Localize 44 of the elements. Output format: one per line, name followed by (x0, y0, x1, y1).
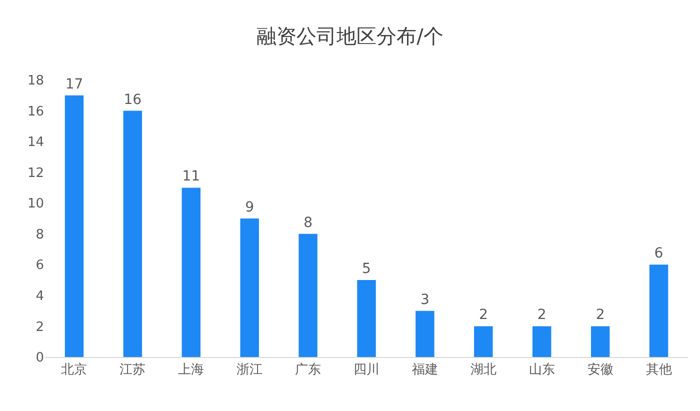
bar (357, 280, 376, 357)
data-label: 8 (304, 214, 313, 231)
y-tick-label: 14 (27, 135, 44, 150)
y-tick-label: 0 (36, 350, 44, 366)
data-label: 2 (596, 307, 605, 324)
x-tick-label: 上海 (178, 362, 204, 378)
bar (590, 326, 610, 357)
y-tick-label: 16 (27, 104, 44, 120)
y-tick-label: 8 (36, 227, 44, 242)
y-tick-label: 10 (27, 196, 44, 212)
y-tick-label: 18 (27, 74, 44, 89)
bar (474, 326, 493, 357)
data-label: 2 (478, 307, 488, 324)
x-tick-label: 四川 (354, 362, 380, 378)
x-tick-label: 浙江 (236, 362, 263, 378)
bar (532, 326, 552, 357)
x-tick-label: 福建 (412, 362, 438, 378)
y-tick-label: 4 (36, 288, 44, 304)
data-label: 5 (362, 261, 371, 278)
x-tick-label: 广东 (295, 362, 322, 378)
data-label: 17 (65, 76, 84, 92)
bar (64, 95, 84, 357)
x-tick-label: 北京 (61, 362, 88, 378)
x-tick-label: 江苏 (120, 362, 146, 378)
bar (298, 234, 318, 357)
y-tick-label: 2 (36, 320, 44, 335)
bar (416, 310, 434, 357)
y-tick-label: 12 (27, 166, 44, 181)
bar (649, 264, 668, 357)
data-label: 2 (537, 307, 546, 324)
data-label: 11 (182, 168, 200, 185)
data-label: 9 (245, 200, 254, 216)
y-tick-label: 6 (36, 258, 44, 274)
bar (240, 218, 259, 357)
x-tick-label: 其他 (646, 362, 672, 378)
data-label: 16 (124, 92, 142, 108)
data-label: 3 (420, 292, 430, 308)
x-tick-label: 安徽 (587, 362, 614, 378)
x-tick-label: 湖北 (470, 362, 496, 378)
data-label: 6 (654, 246, 664, 262)
chart-title: 融资公司地区分布/个 (256, 24, 444, 48)
bar (182, 188, 200, 357)
bar (123, 110, 142, 357)
x-tick-label: 山东 (528, 362, 555, 378)
